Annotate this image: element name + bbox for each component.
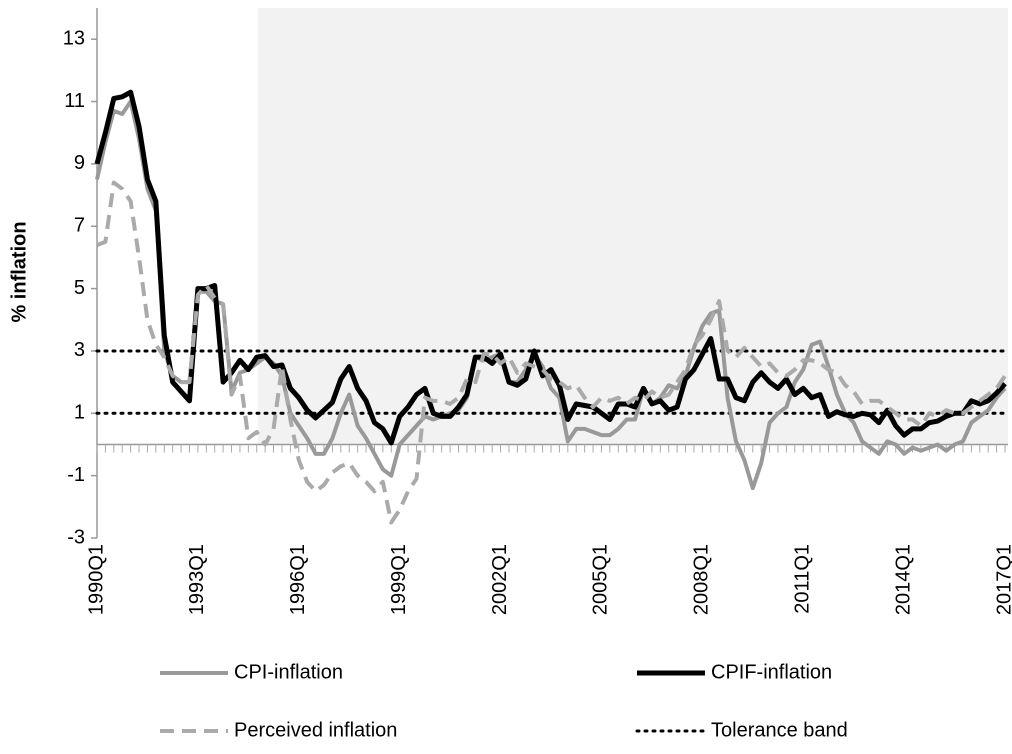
y-tick-label: 11 xyxy=(64,90,85,112)
x-tick-label: 1999Q1 xyxy=(388,544,410,615)
x-tick-label: 2017Q1 xyxy=(993,544,1012,615)
y-tick-label: -3 xyxy=(67,526,85,548)
series-line xyxy=(96,180,1007,525)
x-tick-label: 2014Q1 xyxy=(892,544,914,615)
y-tick-label: 1 xyxy=(74,402,85,424)
x-tick-label: 2011Q1 xyxy=(792,544,814,614)
x-tick-label: 2002Q1 xyxy=(489,544,511,615)
legend-label: Tolerance band xyxy=(711,719,848,741)
legend-label: Perceived inflation xyxy=(234,719,397,741)
x-tick-label: 2005Q1 xyxy=(590,544,612,615)
y-tick-label: 9 xyxy=(74,152,85,174)
y-tick-label: 7 xyxy=(74,215,85,237)
y-tick-label: 13 xyxy=(63,27,85,49)
y-tick-label: -1 xyxy=(67,464,85,486)
x-tick-label: 2008Q1 xyxy=(691,544,713,615)
x-tick-label: 1990Q1 xyxy=(85,544,107,615)
x-tick-label: 1993Q1 xyxy=(186,544,208,615)
legend-label: CPIF-inflation xyxy=(711,661,832,683)
y-tick-label: 5 xyxy=(74,277,85,299)
y-tick-label: 3 xyxy=(74,339,85,361)
y-axis-label: % inflation xyxy=(8,221,30,322)
series-line xyxy=(94,89,1007,446)
x-tick-label: 1996Q1 xyxy=(287,544,309,615)
legend-label: CPI-inflation xyxy=(234,661,343,683)
shaded-region xyxy=(258,8,1008,445)
